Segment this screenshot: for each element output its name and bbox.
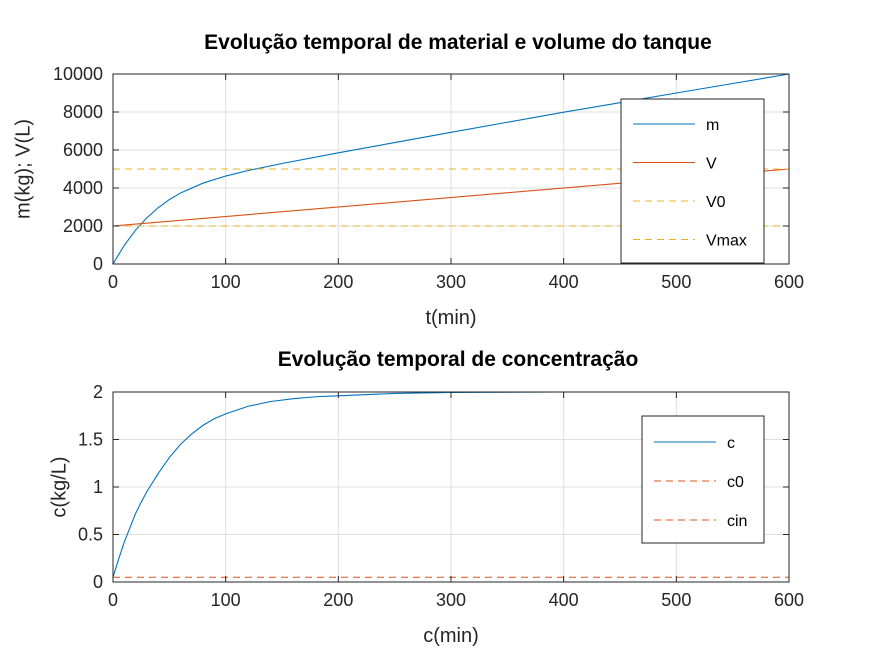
legend-label-Vmax: Vmax: [706, 233, 747, 250]
x-tick-label: 0: [108, 590, 118, 610]
y-axis-label: m(kg); V(L): [12, 119, 34, 219]
legend: m V V0 Vmax: [620, 98, 765, 264]
chart-title: Evolução temporal de concentração: [278, 348, 639, 371]
y-tick-label: 0.5: [78, 525, 103, 545]
x-tick-label: 100: [211, 590, 241, 610]
legend-box: [641, 415, 765, 544]
legend-label-V: V: [706, 156, 717, 173]
y-tick-label: 0: [93, 572, 103, 592]
x-tick-label: 0: [108, 272, 118, 292]
y-tick-label: 8000: [63, 102, 103, 122]
tick-labels: 0 100 200 300 400 500 600020004000600080001000…: [53, 64, 804, 292]
legend-label-cin: cin: [727, 513, 747, 530]
x-tick-label: 300: [436, 590, 466, 610]
x-tick-label: 300: [436, 272, 466, 292]
x-tick-label: 100: [211, 272, 241, 292]
y-tick-label: 2: [93, 382, 103, 402]
plot-material-volume: 0 100 200 300 400 500 600020004000600080001000…: [12, 31, 804, 329]
legend-box: [620, 98, 765, 264]
y-tick-label: 4000: [63, 178, 103, 198]
tick-labels: 0 100 200 300 400 500 600 0 0.5 1 1.5 2: [78, 382, 804, 610]
x-tick-label: 500: [661, 590, 691, 610]
y-tick-label: 6000: [63, 140, 103, 160]
plot-concentration: 0 100 200 300 400 500 600 0 0.5 1 1.5 2 Evolução te…: [48, 348, 804, 647]
y-tick-label: 0: [93, 254, 103, 274]
x-tick-label: 200: [323, 272, 353, 292]
y-axis-label: c(kg/L): [48, 456, 70, 517]
x-tick-label: 400: [549, 272, 579, 292]
y-tick-label: 10000: [53, 64, 103, 84]
chart-title: Evolução temporal de material e volume d…: [204, 31, 712, 54]
x-tick-label: 400: [549, 590, 579, 610]
x-tick-label: 200: [323, 590, 353, 610]
y-tick-label: 1.5: [78, 430, 103, 450]
x-axis-label: t(min): [425, 307, 476, 329]
series-line-m: [112, 73, 790, 265]
legend-label-c0: c0: [727, 474, 744, 491]
x-tick-label: 500: [661, 272, 691, 292]
x-tick-label: 600: [774, 590, 804, 610]
y-tick-label: 2000: [63, 216, 103, 236]
legend-label-V0: V0: [706, 194, 726, 211]
x-tick-label: 600: [774, 272, 804, 292]
x-axis-label: c(min): [423, 625, 479, 647]
y-tick-label: 1: [93, 477, 103, 497]
legend: c c0 cin: [641, 415, 765, 544]
legend-label-m: m: [706, 117, 719, 134]
legend-label-c: c: [727, 435, 735, 452]
